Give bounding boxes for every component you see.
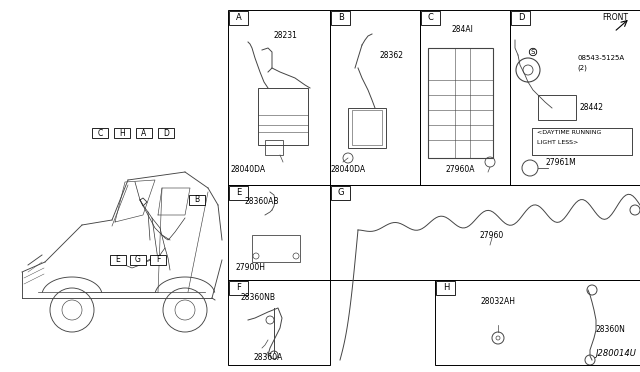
Text: 28231: 28231 xyxy=(273,31,297,39)
Bar xyxy=(436,281,456,295)
Text: C: C xyxy=(97,128,102,138)
Text: H: H xyxy=(119,128,125,138)
Text: 28360NB: 28360NB xyxy=(241,294,275,302)
Bar xyxy=(229,11,248,25)
Text: E: E xyxy=(116,256,120,264)
Text: 284Al: 284Al xyxy=(451,26,473,35)
Text: 28360N: 28360N xyxy=(595,326,625,334)
Bar xyxy=(92,128,108,138)
Bar xyxy=(150,255,166,265)
Bar xyxy=(510,10,640,185)
Bar xyxy=(158,128,174,138)
Text: D: D xyxy=(518,13,524,22)
Text: 28040DA: 28040DA xyxy=(230,166,266,174)
Text: A: A xyxy=(141,128,147,138)
Text: G: G xyxy=(135,256,141,264)
Text: 27961M: 27961M xyxy=(545,157,576,167)
Bar xyxy=(420,10,510,185)
Text: F: F xyxy=(236,283,241,292)
Text: 27900H: 27900H xyxy=(235,263,265,273)
Bar xyxy=(332,11,351,25)
Bar xyxy=(348,108,386,148)
Text: 28362: 28362 xyxy=(380,51,404,60)
Text: 28032AH: 28032AH xyxy=(481,298,515,307)
Text: FRONT: FRONT xyxy=(602,13,628,22)
Bar xyxy=(511,11,531,25)
Text: LIGHT LESS>: LIGHT LESS> xyxy=(537,140,579,144)
Text: A: A xyxy=(236,13,242,22)
Text: 28360AB: 28360AB xyxy=(244,198,279,206)
Bar xyxy=(130,255,146,265)
Bar xyxy=(228,185,330,280)
Bar xyxy=(532,128,632,155)
Bar xyxy=(229,186,248,200)
Text: B: B xyxy=(338,13,344,22)
Text: 27960A: 27960A xyxy=(445,166,475,174)
Bar xyxy=(189,195,205,205)
Text: B: B xyxy=(195,196,200,205)
Text: C: C xyxy=(428,13,434,22)
Bar xyxy=(330,10,420,185)
Bar xyxy=(110,255,126,265)
Text: 27960: 27960 xyxy=(480,231,504,240)
Bar xyxy=(252,235,300,262)
Bar xyxy=(229,281,248,295)
Bar xyxy=(228,10,330,185)
Text: E: E xyxy=(236,188,241,197)
Bar xyxy=(421,11,440,25)
Bar xyxy=(265,140,283,155)
Bar xyxy=(228,280,330,365)
Bar xyxy=(352,110,382,145)
Text: <DAYTIME RUNNING: <DAYTIME RUNNING xyxy=(537,131,602,135)
Bar xyxy=(258,88,308,145)
Text: (2): (2) xyxy=(577,65,587,71)
Bar xyxy=(435,280,640,365)
Bar xyxy=(136,128,152,138)
Text: F: F xyxy=(156,256,160,264)
Bar xyxy=(114,128,130,138)
Text: S: S xyxy=(531,49,535,55)
Bar xyxy=(538,95,576,120)
Text: 28442: 28442 xyxy=(580,103,604,112)
Bar xyxy=(428,48,493,158)
Text: G: G xyxy=(338,188,344,197)
Text: 28360A: 28360A xyxy=(253,353,283,362)
Text: J280014U: J280014U xyxy=(595,349,636,358)
Bar xyxy=(532,128,632,155)
Bar xyxy=(332,186,351,200)
Bar xyxy=(330,185,640,280)
Text: 08543-5125A: 08543-5125A xyxy=(577,55,624,61)
Text: H: H xyxy=(443,283,449,292)
Text: 28040DA: 28040DA xyxy=(330,166,365,174)
Text: D: D xyxy=(163,128,169,138)
